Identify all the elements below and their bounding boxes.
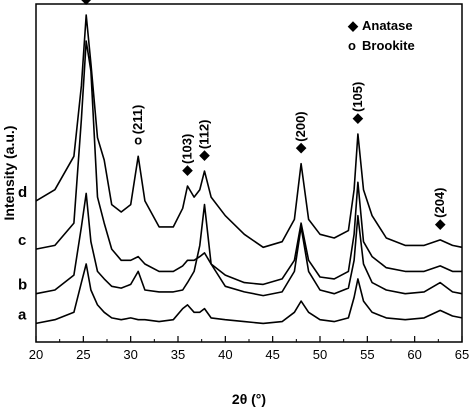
x-tick-label: 25 [76,347,90,362]
curve-a [35,263,463,325]
x-tick-label: 65 [455,347,469,362]
curve-label-a: a [18,306,27,323]
peak-symbol-200: ◆ [295,140,307,155]
peak-label-204: (204) [432,187,447,217]
peak-symbol-204: ◆ [434,216,446,231]
x-tick-label: 55 [360,347,374,362]
peak-symbol-105: ◆ [352,110,364,125]
plot-frame [35,3,463,343]
peak-markers: ◆(101)o(211)◆(103)◆(112)◆(200)◆(105)◆(20… [80,0,447,231]
peak-symbol-101: ◆ [80,0,92,6]
legend-label-anatase: Anatase [362,18,413,33]
legend: ◆ Anatase o Brookite [347,18,415,53]
x-tick-label: 45 [265,347,279,362]
peak-symbol-103: ◆ [181,162,193,177]
x-tick-label: 40 [218,347,232,362]
curve-b [35,192,463,297]
legend-symbol-anatase: ◆ [347,18,359,33]
peak-label-211: (211) [130,105,145,135]
peak-label-200: (200) [293,111,308,141]
plot-curves [35,14,463,325]
legend-symbol-brookite: o [348,38,356,53]
x-axis-title: 2θ (°) [232,391,266,407]
peak-label-103: (103) [179,134,194,164]
curve-d [35,14,463,249]
y-axis-title: Intensity (a.u.) [1,126,17,221]
peak-symbol-211: o [134,132,142,147]
x-tick-label: 30 [123,347,137,362]
x-tick-label: 50 [313,347,327,362]
curve-label-d: d [18,184,27,201]
curve-labels: d c ba [18,184,27,324]
curve-label-b: b [18,277,27,294]
peak-label-105: (105) [350,82,365,112]
legend-label-brookite: Brookite [362,38,415,53]
x-tick-label: 20 [29,347,43,362]
peak-symbol-112: ◆ [199,147,211,162]
peak-label-112: (112) [197,120,212,150]
x-tick-label: 60 [407,347,421,362]
curve-c [35,40,462,286]
x-axis-ticks: 20 25 30 35 40 45 50 55 60 65 [29,336,469,362]
x-tick-label: 35 [171,347,185,362]
curve-label-c: c [18,232,26,249]
